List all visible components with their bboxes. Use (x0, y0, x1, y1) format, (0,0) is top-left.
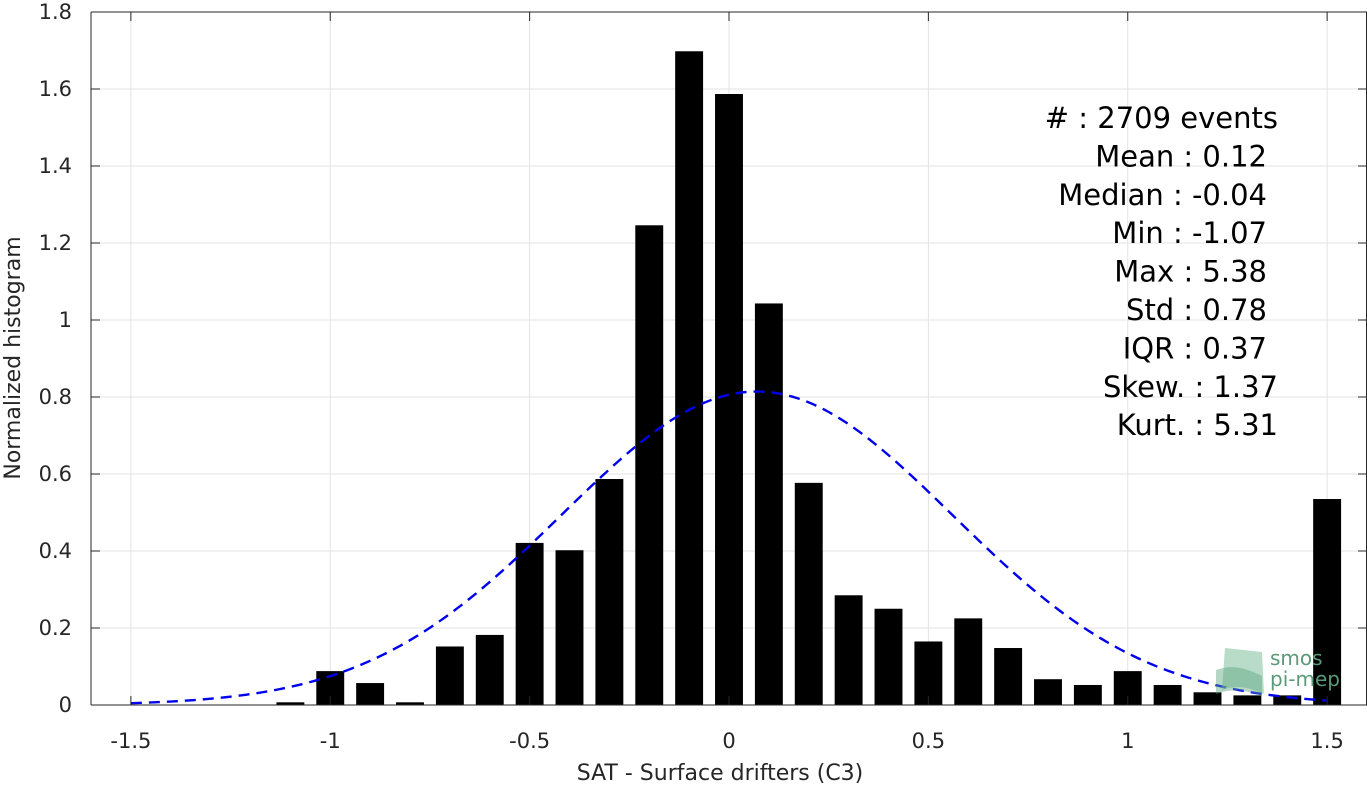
stat-line-2: Median : -0.04 (1058, 178, 1267, 212)
logo-text-line1: smos (1270, 646, 1323, 670)
stat-line-1: Mean : 0.12 (1095, 139, 1267, 173)
x-tick-label-5: 1 (1121, 729, 1134, 753)
stat-line-6: IQR : 0.37 (1123, 331, 1267, 365)
bar-4 (435, 646, 464, 705)
y-tick-label-8: 1.6 (39, 77, 72, 101)
bar-25 (1273, 695, 1302, 705)
bar-7 (555, 550, 584, 705)
bar-0 (276, 702, 305, 705)
normal-fit-curve (130, 390, 1328, 705)
y-tick-label-3: 0.6 (39, 462, 72, 486)
y-tick-label-2: 0.4 (39, 539, 72, 563)
smos-pimep-logo: smos pi-mep (1216, 646, 1340, 696)
x-tick-label-0: -1.5 (110, 729, 151, 753)
x-tick-label-2: -0.5 (509, 729, 550, 753)
x-tick-label-3: 0 (722, 729, 735, 753)
x-axis-label: SAT - Surface drifters (C3) (577, 761, 864, 785)
x-tick-label-1: -1 (320, 729, 341, 753)
y-axis-label: Normalized histogram (1, 236, 26, 479)
bar-26 (1313, 499, 1342, 705)
bar-14 (834, 595, 863, 705)
bar-5 (475, 634, 504, 705)
y-tick-labels: 0 0.2 0.4 0.6 0.8 1 1.2 1.4 1.6 1.8 (39, 0, 72, 717)
bar-19 (1034, 679, 1062, 705)
bar-11 (715, 94, 743, 705)
bar-22 (1153, 684, 1182, 705)
y-tick-label-6: 1.2 (39, 231, 72, 255)
bar-12 (754, 303, 783, 705)
stat-line-0: # : 2709 events (1045, 101, 1278, 135)
y-tick-label-5: 1 (59, 308, 72, 332)
bar-17 (954, 618, 983, 705)
bar-16 (914, 641, 943, 705)
statistics-box: # : 2709 events Mean : 0.12 Median : -0.04… (1045, 101, 1278, 442)
y-tick-label-1: 0.2 (39, 616, 72, 640)
bar-6 (515, 542, 544, 705)
x-tick-labels: -1.5 -1 -0.5 0 0.5 1 1.5 (110, 729, 1343, 753)
y-tick-label-9: 1.8 (39, 0, 72, 24)
bar-9 (635, 225, 664, 706)
stat-line-4: Max : 5.38 (1114, 255, 1267, 289)
stat-line-3: Min : -1.07 (1112, 216, 1267, 250)
bar-24 (1233, 695, 1262, 705)
x-tick-label-6: 1.5 (1310, 729, 1343, 753)
x-tick-label-4: 0.5 (912, 729, 945, 753)
bar-8 (595, 479, 624, 705)
logo-wave-shape (1222, 648, 1264, 694)
bar-3 (396, 702, 424, 705)
y-tick-label-0: 0 (59, 693, 72, 717)
bar-18 (994, 648, 1023, 705)
bar-15 (874, 608, 903, 705)
y-tick-label-4: 0.8 (39, 385, 72, 409)
stat-line-8: Kurt. : 5.31 (1117, 408, 1278, 442)
bar-2 (356, 683, 385, 705)
y-tick-label-7: 1.4 (39, 154, 72, 178)
stat-line-5: Std : 0.78 (1126, 293, 1267, 327)
bar-13 (794, 482, 823, 705)
bars (276, 51, 1342, 706)
logo-wave-shape-2 (1216, 667, 1262, 696)
stat-line-7: Skew. : 1.37 (1103, 370, 1278, 404)
bar-23 (1193, 692, 1222, 705)
bar-20 (1073, 684, 1102, 705)
logo-text-line2: pi-mep (1270, 667, 1340, 691)
bar-10 (675, 51, 704, 705)
